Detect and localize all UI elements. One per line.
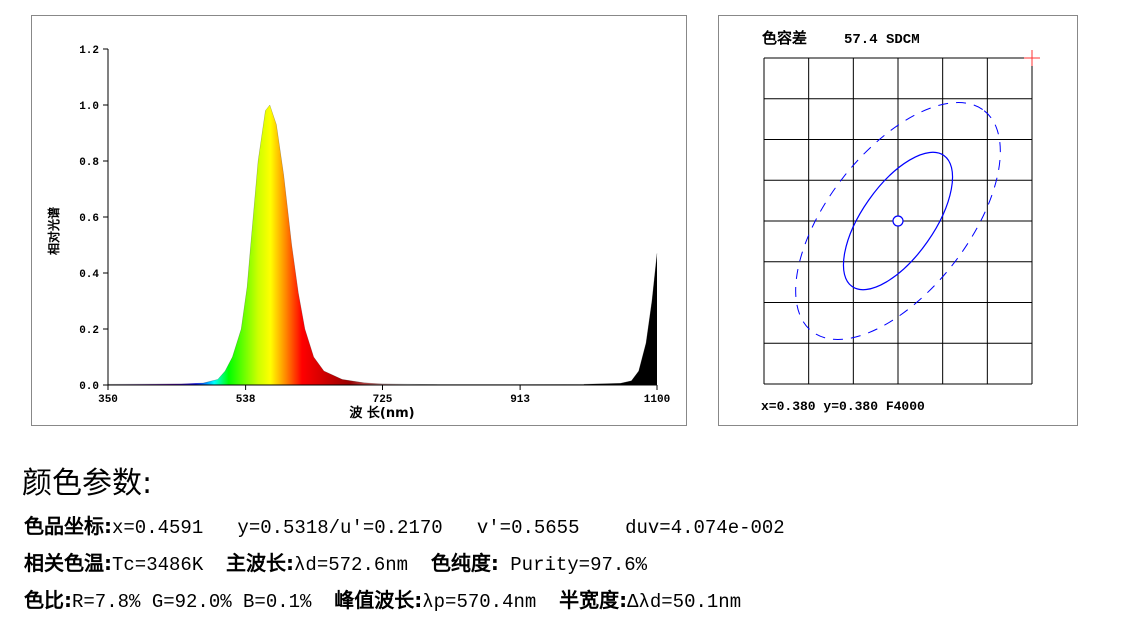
param-row: 色比:R=7.8% G=92.0% B=0.1% 峰值波长:λp=570.4nm…: [24, 584, 741, 613]
x-tick-label: 725: [373, 394, 393, 406]
x-tick-label: 538: [236, 394, 256, 406]
x-tick-label: 1100: [644, 394, 670, 406]
center-label: x=0.380 y=0.380 F4000: [761, 399, 925, 414]
x-tick-label: 913: [510, 394, 530, 406]
color-tolerance-chart: 色容差 57.4 SDCM x=0.380 y=0.380 F4000: [761, 29, 1040, 414]
y-tick-label: 1.2: [79, 45, 99, 57]
param-value: R=7.8% G=92.0% B=0.1%: [72, 591, 335, 613]
param-value: λd=572.6nm: [294, 554, 431, 576]
y-tick-label: 0.8: [79, 157, 99, 169]
param-row: 色品坐标:x=0.4591 y=0.5318/u'=0.2170 v'=0.56…: [24, 510, 785, 539]
y-tick-label: 1.0: [79, 101, 99, 113]
param-value: λp=570.4nm: [422, 591, 560, 613]
x-axis-label: 波 长(nm): [349, 405, 414, 421]
y-tick-label: 0.2: [79, 325, 99, 337]
spectrum-panel: 相对光谱 波 长(nm) 0.0 0.2 0.4 0.6 0.8 1.0 1.2 350 538…: [31, 15, 687, 426]
spectrum-area-infrared: [583, 253, 657, 385]
tolerance-title: 色容差: [762, 29, 807, 47]
param-row: 相关色温:Tc=3486K 主波长:λd=572.6nm 色纯度: Purity…: [24, 547, 647, 576]
spectrum-area-visible: [108, 105, 438, 385]
param-label: 半宽度:: [559, 588, 628, 612]
center-marker: [892, 215, 904, 227]
param-value: Δλd=50.1nm: [627, 591, 742, 613]
y-tick-label: 0.0: [79, 381, 99, 393]
y-tick-label: 0.6: [79, 213, 99, 225]
param-label: 主波长:: [226, 551, 295, 575]
param-value: Tc=3486K: [112, 554, 227, 576]
spectrum-line: [107, 104, 658, 385]
param-label: 色比:: [24, 588, 72, 612]
inner-ellipse: [842, 151, 954, 291]
color-tolerance-panel: 色容差 57.4 SDCM x=0.380 y=0.380 F4000: [718, 15, 1078, 426]
measured-point-cross: [1024, 50, 1040, 66]
y-axis-label: 相对光谱: [46, 207, 61, 255]
param-label: 色纯度:: [430, 551, 499, 575]
x-tick-label: 350: [98, 394, 118, 406]
sdcm-value: 57.4 SDCM: [844, 32, 920, 48]
param-label: 相关色温:: [24, 551, 112, 575]
param-label: 色品坐标:: [24, 514, 112, 538]
param-value: Purity=97.6%: [498, 554, 648, 576]
spectrum-chart: 相对光谱 波 长(nm) 0.0 0.2 0.4 0.6 0.8 1.0 1.2 350 538…: [46, 45, 670, 421]
y-tick-label: 0.4: [79, 269, 99, 281]
outer-ellipse-dashed: [795, 102, 1001, 340]
param-label: 峰值波长:: [334, 588, 423, 612]
color-params-heading: 颜色参数:: [22, 466, 153, 501]
param-value: x=0.4591 y=0.5318/u'=0.2170 v'=0.5655 du…: [112, 517, 785, 539]
